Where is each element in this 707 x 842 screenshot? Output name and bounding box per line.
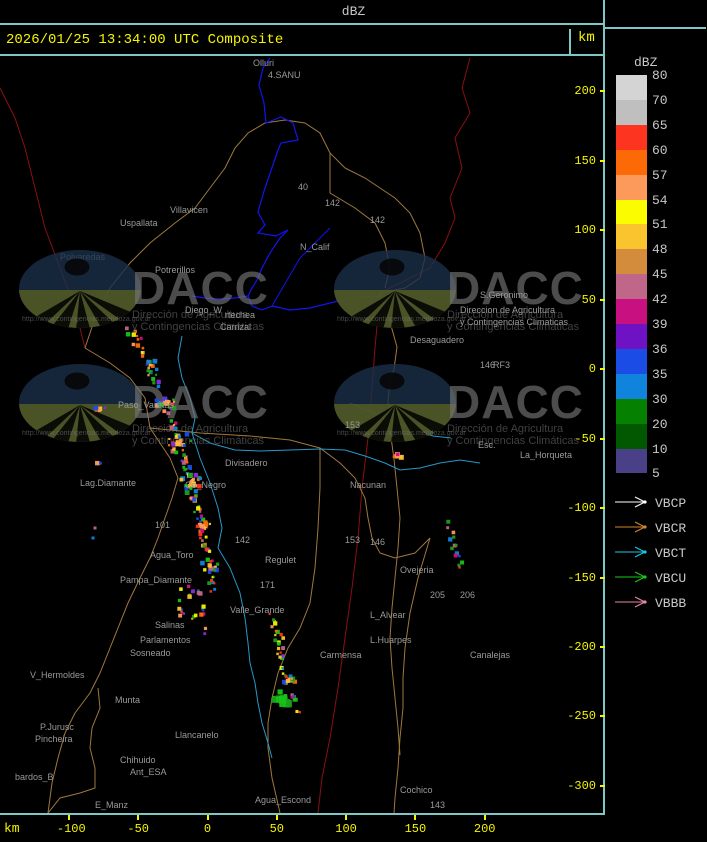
svg-text:Carrizal: Carrizal	[220, 322, 251, 332]
svg-text:Parlamentos: Parlamentos	[140, 635, 191, 645]
svg-text:153: 153	[345, 535, 360, 545]
svg-text:VBCT: VBCT	[655, 546, 686, 561]
svg-text:Ant_ESA: Ant_ESA	[130, 767, 167, 777]
svg-text:P.Jurusc: P.Jurusc	[40, 722, 74, 732]
svg-text:153: 153	[345, 420, 360, 430]
svg-text:205: 205	[430, 590, 445, 600]
svg-text:Pincheira: Pincheira	[35, 734, 73, 744]
svg-text:Desaguadero: Desaguadero	[410, 335, 464, 345]
svg-text:Lag.Diamante: Lag.Diamante	[80, 478, 136, 488]
svg-text:Diego_W: Diego_W	[185, 305, 223, 315]
svg-text:Carmensa: Carmensa	[320, 650, 362, 660]
svg-text:Paso_Varetas: Paso_Varetas	[118, 400, 174, 410]
svg-text:Munta: Munta	[115, 695, 140, 705]
svg-text:L_Alvear: L_Alvear	[370, 610, 406, 620]
svg-text:Sosneado: Sosneado	[130, 648, 171, 658]
svg-text:E_Manz: E_Manz	[95, 800, 129, 810]
svg-text:Ovejeria: Ovejeria	[400, 565, 434, 575]
svg-text:VBBB: VBBB	[655, 596, 686, 611]
svg-text:Chihuido: Chihuido	[120, 755, 156, 765]
svg-text:Regulet: Regulet	[265, 555, 297, 565]
svg-text:143: 143	[430, 800, 445, 810]
svg-text:146: 146	[370, 537, 385, 547]
svg-text:Divisadero: Divisadero	[225, 458, 268, 468]
svg-text:L.Huarpes: L.Huarpes	[370, 635, 412, 645]
svg-text:Co_Negro: Co_Negro	[185, 480, 226, 490]
svg-text:Canalejas: Canalejas	[470, 650, 511, 660]
svg-text:V_Hermoldes: V_Hermoldes	[30, 670, 85, 680]
svg-text:Nacunan: Nacunan	[350, 480, 386, 490]
svg-text:Salinas: Salinas	[155, 620, 185, 630]
svg-text:rtechea: rtechea	[225, 310, 255, 320]
svg-text:Cochico: Cochico	[400, 785, 433, 795]
svg-text:Pampa_Diamante: Pampa_Diamante	[120, 575, 192, 585]
svg-text:VBCU: VBCU	[655, 571, 686, 586]
svg-text:Llancanelo: Llancanelo	[175, 730, 219, 740]
svg-text:RF3: RF3	[493, 360, 510, 370]
svg-text:bardos_B: bardos_B	[15, 772, 54, 782]
svg-text:206: 206	[460, 590, 475, 600]
svg-text:Esc.: Esc.	[478, 440, 496, 450]
svg-text:Direccion de Agricultura: Direccion de Agricultura	[460, 305, 555, 315]
svg-text:171: 171	[260, 580, 275, 590]
svg-text:Agua_Escond: Agua_Escond	[255, 795, 311, 805]
svg-text:S.Geronimo: S.Geronimo	[480, 290, 528, 300]
svg-text:Valle_Grande: Valle_Grande	[230, 605, 284, 615]
svg-text:101: 101	[155, 520, 170, 530]
svg-text:VBCR: VBCR	[655, 521, 686, 536]
svg-text:142: 142	[235, 535, 250, 545]
svg-text:VBCP: VBCP	[655, 496, 686, 511]
svg-text:y Contingencias Climaticas: y Contingencias Climaticas	[460, 317, 569, 327]
svg-text:Agua_Toro: Agua_Toro	[150, 550, 194, 560]
